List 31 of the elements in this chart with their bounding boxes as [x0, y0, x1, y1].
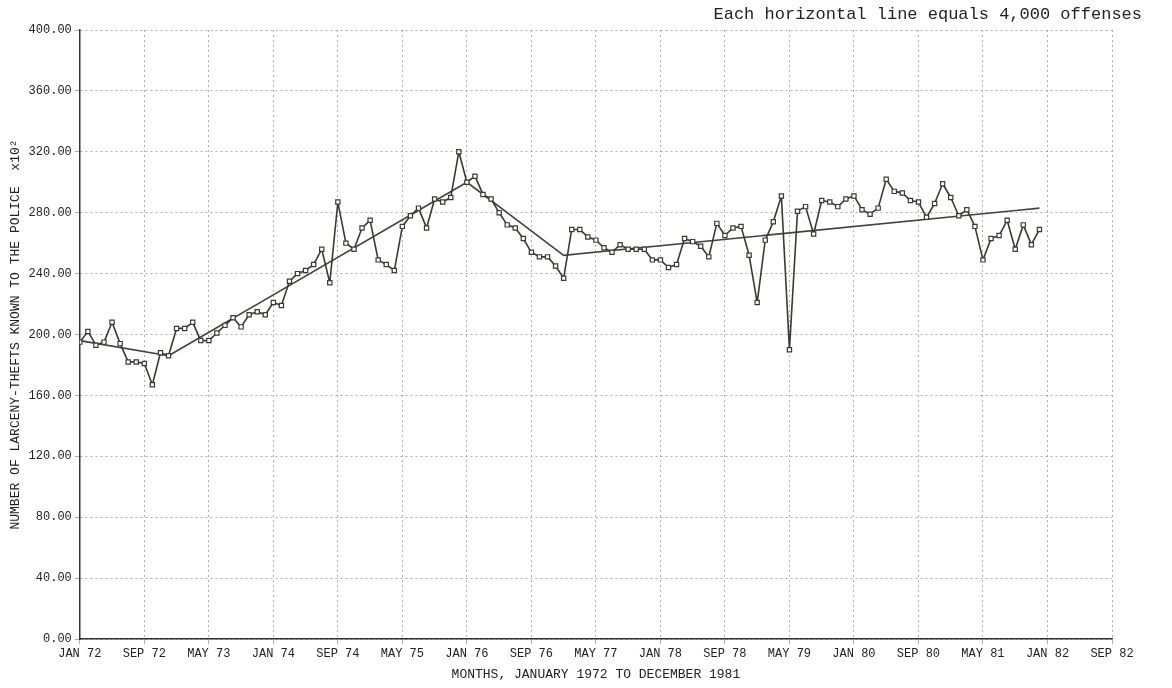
y-tick-label: 40.00	[35, 571, 72, 586]
y-tick-label: 160.00	[28, 388, 72, 403]
y-tick-label: 120.00	[28, 449, 72, 464]
x-tick-label: MAY 79	[767, 647, 812, 662]
y-tick-label: 200.00	[28, 327, 72, 342]
x-tick-label: SEP 72	[122, 647, 166, 662]
y-tick-label: 400.00	[28, 23, 72, 38]
y-tick-label: 360.00	[28, 84, 72, 99]
y-axis-title: NUMBER OF LARCENY-THEFTS KNOWN TO THE POLICE x10²	[8, 139, 24, 530]
x-tick-label: SEP 74	[316, 647, 360, 662]
x-tick-label: JAN 72	[58, 647, 102, 662]
x-tick-label: SEP 78	[703, 647, 747, 662]
x-tick-label: SEP 80	[896, 647, 941, 662]
y-tick-label: 320.00	[28, 144, 72, 159]
x-tick-label: MAY 75	[380, 647, 424, 662]
x-tick-label: JAN 74	[251, 647, 295, 662]
x-tick-label: JAN 82	[1025, 647, 1070, 662]
x-tick-label: MAY 77	[574, 647, 618, 662]
x-tick-label: JAN 78	[638, 647, 683, 662]
x-tick-label: MAY 81	[961, 647, 1005, 662]
x-tick-label: SEP 76	[509, 647, 553, 662]
text: Each horizontal line equals 4,000 offenses	[713, 5, 1142, 24]
x-tick-label: SEP 82	[1090, 647, 1134, 662]
y-tick-label: 0.00	[42, 632, 72, 647]
x-tick-label: JAN 76	[445, 647, 489, 662]
x-tick-label: MAY 73	[187, 647, 231, 662]
y-tick-label: 280.00	[28, 205, 72, 220]
x-tick-label: JAN 80	[832, 647, 876, 662]
x-axis-title: MONTHS, JANUARY 1972 TO DECEMBER 1981	[451, 666, 741, 682]
y-tick-label: 80.00	[35, 510, 72, 525]
y-tick-label: 240.00	[28, 266, 72, 281]
